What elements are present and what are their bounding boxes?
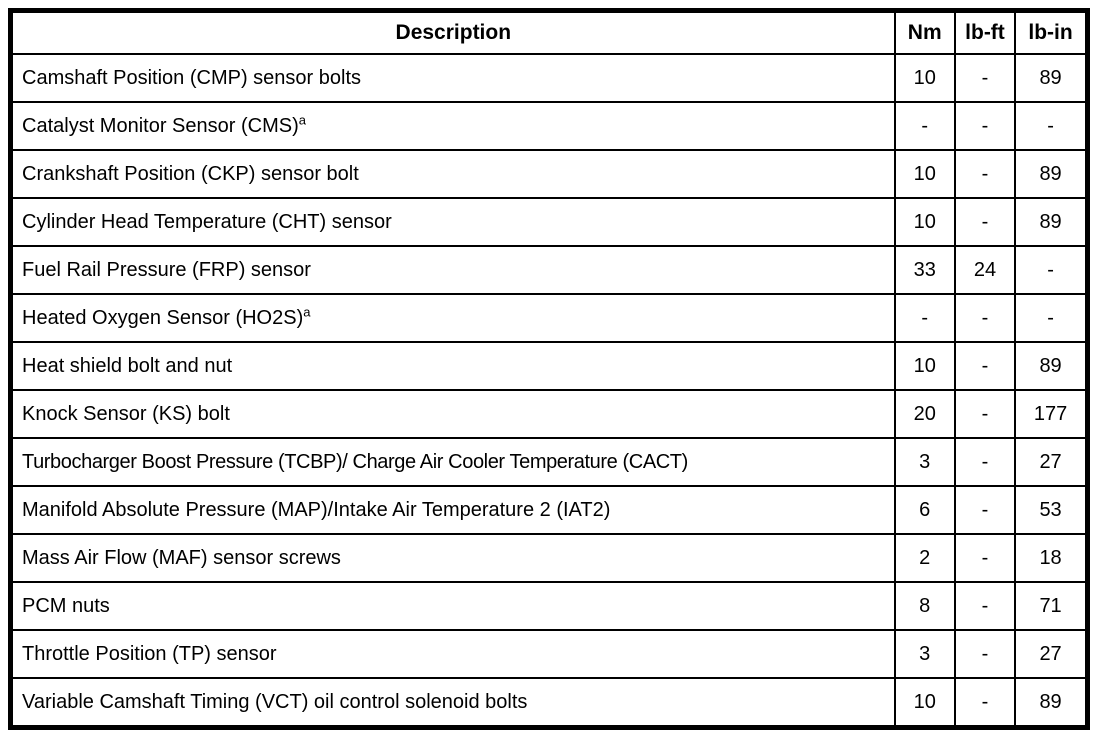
nm-cell: 33 (893, 245, 956, 295)
nm-cell: 3 (893, 437, 956, 487)
nm-cell: 8 (893, 581, 956, 631)
nm-cell: - (893, 101, 956, 151)
nm-cell: 20 (893, 389, 956, 439)
lbin-cell: 89 (1014, 677, 1089, 729)
description-cell: Cylinder Head Temperature (CHT) sensor (9, 197, 896, 247)
header-lbin: lb-in (1014, 9, 1089, 55)
description-cell: Catalyst Monitor Sensor (CMS)a (9, 101, 896, 151)
description-text: Mass Air Flow (MAF) sensor screws (22, 546, 341, 569)
description-text: Throttle Position (TP) sensor (22, 642, 277, 665)
description-cell: Camshaft Position (CMP) sensor bolts (9, 53, 896, 103)
table-row: Heat shield bolt and nut 10 - 89 (9, 341, 1089, 391)
description-text: Camshaft Position (CMP) sensor bolts (22, 66, 362, 89)
nm-cell: 3 (893, 629, 956, 679)
footnote-superscript: a (303, 303, 311, 319)
lbin-cell: - (1014, 101, 1089, 151)
table-row: Variable Camshaft Timing (VCT) oil contr… (9, 677, 1089, 729)
nm-cell: 10 (893, 53, 956, 103)
lbft-cell: - (953, 53, 1017, 103)
table-row: Knock Sensor (KS) bolt 20 - 177 (9, 389, 1089, 439)
lbft-cell: - (953, 341, 1017, 391)
header-nm: Nm (893, 9, 956, 55)
description-cell: PCM nuts (9, 581, 896, 631)
lbft-cell: - (953, 101, 1017, 151)
description-cell: Manifold Absolute Pressure (MAP)/Intake … (9, 485, 896, 535)
nm-cell: - (893, 293, 956, 343)
lbin-cell: - (1014, 245, 1089, 295)
nm-cell: 10 (893, 197, 956, 247)
description-text: Variable Camshaft Timing (VCT) oil contr… (22, 690, 528, 713)
lbin-cell: 89 (1014, 197, 1089, 247)
description-cell: Fuel Rail Pressure (FRP) sensor (9, 245, 896, 295)
lbin-cell: 89 (1014, 149, 1089, 199)
lbft-cell: - (953, 197, 1017, 247)
description-cell: Heated Oxygen Sensor (HO2S)a (9, 293, 896, 343)
table-row: Catalyst Monitor Sensor (CMS)a - - - (9, 101, 1089, 151)
table-row: Crankshaft Position (CKP) sensor bolt 10… (9, 149, 1089, 199)
lbft-cell: - (953, 677, 1017, 729)
description-cell: Throttle Position (TP) sensor (9, 629, 896, 679)
description-cell: Turbocharger Boost Pressure (TCBP)/ Char… (9, 437, 896, 487)
description-cell: Mass Air Flow (MAF) sensor screws (9, 533, 896, 583)
table-row: PCM nuts 8 - 71 (9, 581, 1089, 631)
lbin-cell: - (1014, 293, 1089, 343)
lbin-cell: 89 (1014, 53, 1089, 103)
lbin-cell: 177 (1014, 389, 1089, 439)
description-text: Heat shield bolt and nut (22, 354, 233, 377)
header-description: Description (9, 9, 896, 55)
footnote-superscript: a (298, 111, 306, 127)
description-text: Knock Sensor (KS) bolt (22, 402, 230, 425)
lbft-cell: - (953, 293, 1017, 343)
nm-cell: 10 (893, 677, 956, 729)
table-row: Camshaft Position (CMP) sensor bolts 10 … (9, 53, 1089, 103)
description-text: Fuel Rail Pressure (FRP) sensor (22, 258, 311, 281)
lbft-cell: - (953, 485, 1017, 535)
description-text: Turbocharger Boost Pressure (TCBP)/ Char… (22, 450, 688, 473)
nm-cell: 2 (893, 533, 956, 583)
lbft-cell: - (953, 149, 1017, 199)
description-text: Crankshaft Position (CKP) sensor bolt (22, 162, 359, 185)
lbft-cell: 24 (953, 245, 1017, 295)
lbft-cell: - (953, 581, 1017, 631)
lbft-cell: - (953, 437, 1017, 487)
table-row: Throttle Position (TP) sensor 3 - 27 (9, 629, 1089, 679)
description-text: Catalyst Monitor Sensor (CMS) (22, 114, 299, 137)
header-lbft: lb-ft (953, 9, 1017, 55)
nm-cell: 10 (893, 341, 956, 391)
description-text: PCM nuts (22, 594, 110, 617)
description-cell: Knock Sensor (KS) bolt (9, 389, 896, 439)
lbft-cell: - (953, 533, 1017, 583)
table-row: Heated Oxygen Sensor (HO2S)a - - - (9, 293, 1089, 343)
description-cell: Crankshaft Position (CKP) sensor bolt (9, 149, 896, 199)
lbin-cell: 89 (1014, 341, 1089, 391)
description-cell: Heat shield bolt and nut (9, 341, 896, 391)
lbin-cell: 18 (1014, 533, 1089, 583)
lbft-cell: - (953, 389, 1017, 439)
description-text: Manifold Absolute Pressure (MAP)/Intake … (22, 498, 611, 521)
header-row: Description Nm lb-ft lb-in (9, 9, 1089, 55)
table-row: Manifold Absolute Pressure (MAP)/Intake … (9, 485, 1089, 535)
table-row: Fuel Rail Pressure (FRP) sensor 33 24 - (9, 245, 1089, 295)
lbin-cell: 27 (1014, 629, 1089, 679)
torque-spec-table: Description Nm lb-ft lb-in Camshaft Posi… (8, 8, 1090, 730)
description-text: Cylinder Head Temperature (CHT) sensor (22, 210, 392, 233)
lbin-cell: 53 (1014, 485, 1089, 535)
table-row: Turbocharger Boost Pressure (TCBP)/ Char… (9, 437, 1089, 487)
description-text: Heated Oxygen Sensor (HO2S) (22, 306, 304, 329)
table-row: Mass Air Flow (MAF) sensor screws 2 - 18 (9, 533, 1089, 583)
description-cell: Variable Camshaft Timing (VCT) oil contr… (9, 677, 896, 729)
nm-cell: 6 (893, 485, 956, 535)
lbin-cell: 27 (1014, 437, 1089, 487)
nm-cell: 10 (893, 149, 956, 199)
lbft-cell: - (953, 629, 1017, 679)
lbin-cell: 71 (1014, 581, 1089, 631)
table-row: Cylinder Head Temperature (CHT) sensor 1… (9, 197, 1089, 247)
